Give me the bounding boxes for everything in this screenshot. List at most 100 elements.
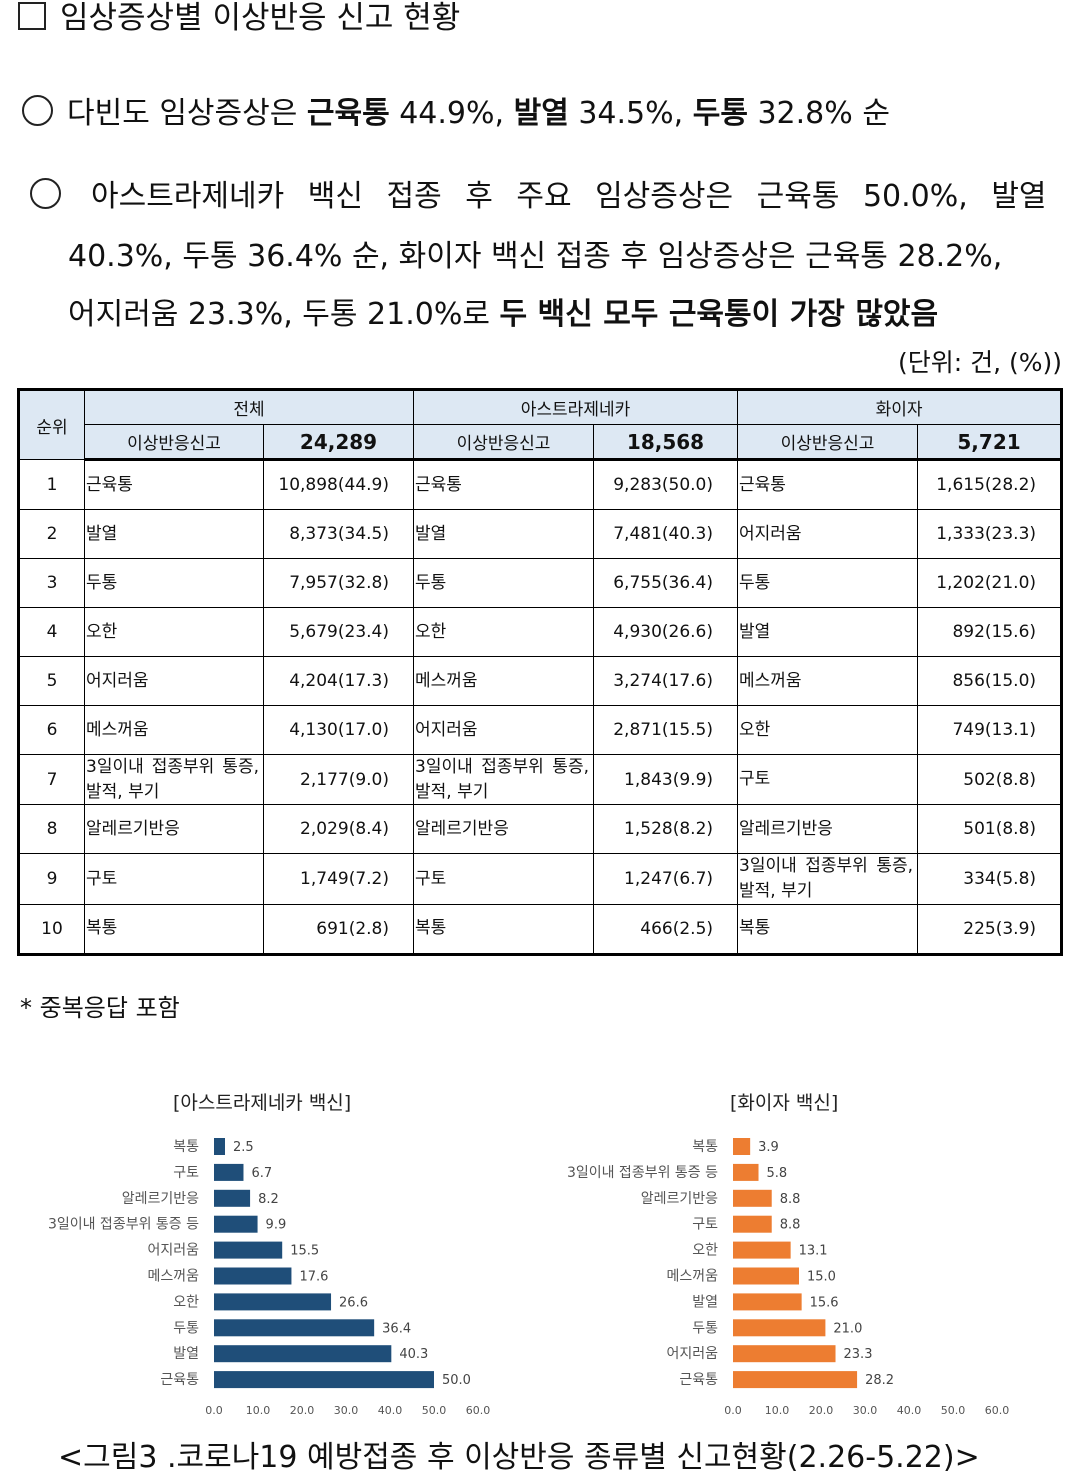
count-cell: 334(5.8) bbox=[917, 853, 1063, 905]
value-label: 50.0 bbox=[442, 1373, 471, 1388]
count-cell: 7,481(40.3) bbox=[592, 509, 739, 559]
category-label: 어지러움 bbox=[666, 1346, 718, 1362]
symptom-cell: 어지러움 bbox=[413, 705, 594, 755]
report-label: 이상반응신고 bbox=[737, 424, 919, 461]
x-tick-label: 60.0 bbox=[985, 1404, 1010, 1417]
figure-caption: <그림3 .코로나19 예방접종 후 이상반응 종류별 신고현황(2.26-5.… bbox=[58, 1440, 980, 1475]
category-label: 3일이내 접종부위 통증 등 bbox=[48, 1217, 199, 1233]
bar bbox=[214, 1189, 251, 1207]
circle-bullet-icon bbox=[30, 178, 61, 209]
x-tick-label: 40.0 bbox=[378, 1404, 403, 1417]
category-label: 근육통 bbox=[679, 1372, 718, 1388]
bar bbox=[733, 1189, 772, 1207]
bar bbox=[214, 1371, 434, 1389]
bar bbox=[214, 1345, 392, 1363]
count-cell: 466(2.5) bbox=[592, 903, 739, 955]
category-label: 오한 bbox=[692, 1243, 718, 1259]
bar bbox=[733, 1345, 836, 1363]
category-label: 복통 bbox=[692, 1139, 718, 1155]
bar bbox=[733, 1267, 799, 1285]
category-label: 두통 bbox=[173, 1320, 199, 1336]
count-cell: 1,843(9.9) bbox=[592, 753, 739, 806]
symptom-cell: 두통 bbox=[413, 558, 594, 608]
rank-cell: 3 bbox=[18, 558, 85, 608]
value-label: 2.5 bbox=[233, 1140, 254, 1155]
value-label: 8.2 bbox=[258, 1192, 279, 1207]
bar bbox=[214, 1293, 332, 1311]
category-label: 어지러움 bbox=[147, 1243, 199, 1259]
category-label: 복통 bbox=[173, 1139, 199, 1155]
summary-bullet-1: 다빈도 임상증상은 근육통 44.9%, 발열 34.5%, 두통 32.8% … bbox=[22, 88, 890, 132]
symptom-cell: 알레르기반응 bbox=[413, 804, 594, 855]
count-cell: 8,373(34.5) bbox=[263, 509, 414, 559]
symptom-cell: 오한 bbox=[737, 705, 919, 755]
category-label: 구토 bbox=[692, 1217, 718, 1233]
bar bbox=[214, 1241, 283, 1259]
symptom-cell: 복통 bbox=[84, 903, 264, 955]
count-cell: 225(3.9) bbox=[917, 903, 1063, 955]
bar bbox=[733, 1138, 751, 1155]
unit-note: (단위: 건, (%)) bbox=[897, 348, 1062, 377]
table-row: 1 근육통 10,898(44.9) 근육통 9,283(50.0) 근육통 1,615(2… bbox=[18, 459, 1063, 510]
count-cell: 7,957(32.8) bbox=[263, 558, 414, 608]
value-label: 3.9 bbox=[758, 1140, 779, 1155]
table-subheader-row: 이상반응신고 24,289 이상반응신고 18,568 이상반응신고 5,721 bbox=[19, 424, 1063, 461]
count-cell: 9,283(50.0) bbox=[592, 459, 739, 510]
checkbox-square-icon bbox=[18, 2, 46, 30]
count-cell: 501(8.8) bbox=[917, 804, 1063, 855]
category-label: 두통 bbox=[692, 1320, 718, 1336]
count-cell: 4,930(26.6) bbox=[592, 607, 739, 657]
symptom-cell: 근육통 bbox=[84, 459, 264, 510]
symptom-cell: 근육통 bbox=[413, 459, 594, 510]
symptom-cell: 메스꺼움 bbox=[84, 705, 264, 755]
value-label: 6.7 bbox=[251, 1166, 272, 1181]
symptom-cell: 복통 bbox=[737, 903, 919, 955]
table-row: 8 알레르기반응 2,029(8.4) 알레르기반응 1,528(8.2) 알레르기반응 5… bbox=[18, 804, 1063, 855]
report-label: 이상반응신고 bbox=[84, 424, 264, 461]
table-row: 4 오한 5,679(23.4) 오한 4,930(26.6) 발열 892(15.6) bbox=[18, 607, 1063, 657]
table-row: 9 구토 1,749(7.2) 구토 1,247(6.7) 3일이내 접종부위 통증, 발… bbox=[18, 853, 1063, 905]
value-label: 15.0 bbox=[807, 1270, 836, 1285]
value-label: 28.2 bbox=[865, 1373, 894, 1388]
rank-cell: 1 bbox=[18, 459, 85, 510]
x-tick-label: 10.0 bbox=[246, 1404, 271, 1417]
count-cell: 3,274(17.6) bbox=[592, 656, 739, 706]
table-header-row: 순위 전체 아스트라제네카 화이자 bbox=[18, 389, 1063, 460]
x-tick-label: 0.0 bbox=[205, 1404, 223, 1417]
count-cell: 502(8.8) bbox=[917, 753, 1063, 806]
symptom-cell: 복통 bbox=[413, 903, 594, 955]
symptom-cell: 구토 bbox=[84, 853, 264, 905]
count-cell: 5,679(23.4) bbox=[263, 607, 414, 657]
x-tick-label: 20.0 bbox=[290, 1404, 315, 1417]
category-label: 오한 bbox=[173, 1294, 199, 1310]
rank-cell: 9 bbox=[18, 853, 85, 905]
value-label: 15.6 bbox=[810, 1295, 839, 1310]
bar bbox=[733, 1293, 802, 1311]
symptom-cell: 어지러움 bbox=[84, 656, 264, 706]
bar bbox=[214, 1267, 292, 1285]
symptom-cell: 3일이내 접종부위 통증, 발적, 부기 bbox=[737, 853, 919, 905]
value-label: 36.4 bbox=[382, 1321, 411, 1336]
symptom-cell: 발열 bbox=[413, 509, 594, 559]
chart-pfizer: 복통 3.9 3일이내 접종부위 통증 등 5.8 알레르기반응 8.8 구토 8.8 오한 13… bbox=[567, 1138, 1010, 1417]
table-row: 7 3일이내 접종부위 통증, 발적, 부기 2,177(9.0) 3일이내 접종부위… bbox=[18, 753, 1063, 806]
symptom-cell: 메스꺼움 bbox=[413, 656, 594, 706]
group-header-total: 전체 bbox=[84, 389, 414, 425]
count-cell: 1,247(6.7) bbox=[592, 853, 739, 905]
bar bbox=[214, 1163, 244, 1181]
table-row: 10 복통 691(2.8) 복통 466(2.5) 복통 225(3.9) bbox=[18, 903, 1063, 955]
value-label: 8.8 bbox=[780, 1192, 801, 1207]
symptom-cell: 3일이내 접종부위 통증, 발적, 부기 bbox=[413, 753, 594, 806]
symptom-cell: 오한 bbox=[413, 607, 594, 657]
count-cell: 4,130(17.0) bbox=[263, 705, 414, 755]
symptom-cell: 구토 bbox=[413, 853, 594, 905]
count-cell: 1,333(23.3) bbox=[917, 509, 1063, 559]
count-cell: 749(13.1) bbox=[917, 705, 1063, 755]
group-header-pfizer: 화이자 bbox=[737, 389, 1063, 425]
rank-cell: 5 bbox=[18, 656, 85, 706]
table-row: 5 어지러움 4,204(17.3) 메스꺼움 3,274(17.6) 메스꺼움 856(1… bbox=[18, 656, 1063, 706]
bar bbox=[733, 1319, 826, 1337]
count-cell: 2,871(15.5) bbox=[592, 705, 739, 755]
value-label: 17.6 bbox=[299, 1270, 328, 1285]
count-cell: 2,029(8.4) bbox=[263, 804, 414, 855]
